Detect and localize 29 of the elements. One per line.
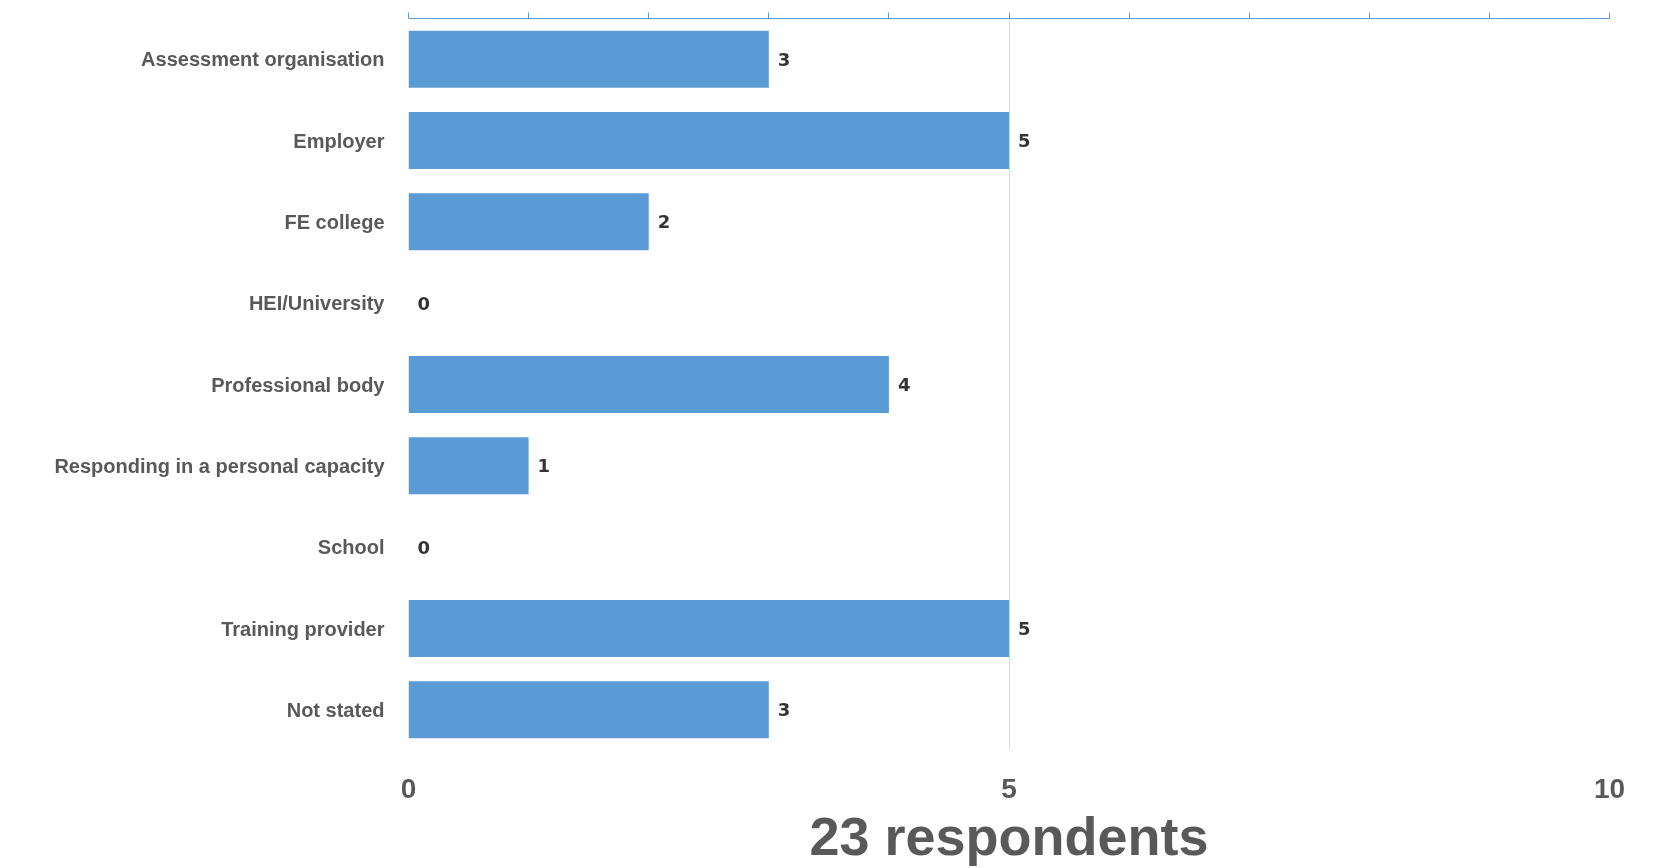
data-label: 5 (1018, 130, 1031, 151)
y-tick-label: HEI/University (248, 292, 386, 315)
bar (408, 437, 529, 495)
y-tick-label: Professional body (211, 373, 386, 396)
bar (408, 30, 769, 88)
y-tick-label: School (317, 536, 385, 559)
y-tick-label: Assessment organisation (141, 48, 385, 71)
y-tick-label: Employer (293, 129, 385, 152)
bar (408, 681, 769, 739)
bar (408, 193, 649, 251)
data-label: 0 (417, 536, 431, 558)
data-label: 2 (657, 211, 671, 233)
bar (408, 112, 1009, 169)
data-label: 3 (777, 48, 791, 70)
x-tick-label: 0 (400, 772, 417, 804)
y-tick-label: Training provider (221, 617, 385, 640)
y-tick-label: FE college (284, 210, 385, 233)
x-axis-title: 23 respondents (809, 805, 1209, 866)
data-label: 4 (897, 374, 911, 395)
data-label: 1 (537, 455, 551, 477)
x-tick-label: 5 (1001, 772, 1017, 804)
y-tick-label: Responding in a personal capacity (54, 454, 386, 477)
y-tick-label: Not stated (286, 698, 385, 721)
data-label: 5 (1018, 618, 1031, 639)
bar (408, 600, 1009, 657)
data-label: 3 (777, 699, 791, 721)
x-tick-label: 10 (1593, 772, 1626, 804)
data-label: 0 (417, 292, 431, 314)
bar (408, 356, 889, 413)
